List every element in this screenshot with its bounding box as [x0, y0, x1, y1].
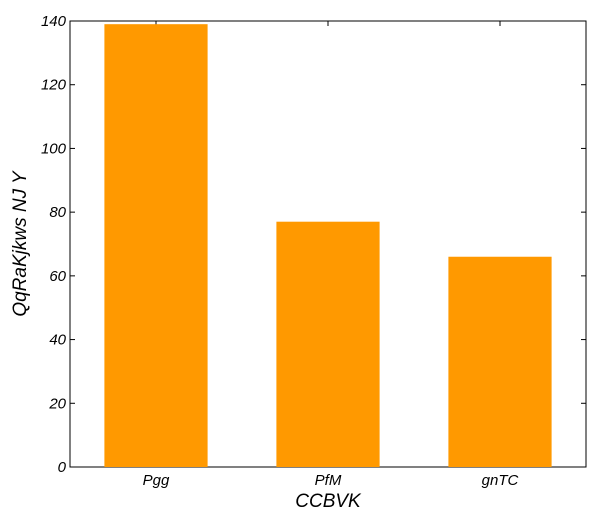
x-tick-label: gnTC	[482, 472, 519, 489]
bar-PfM	[276, 221, 380, 467]
x-tick-label: Pgg	[143, 472, 170, 489]
y-tick-label: 80	[49, 204, 66, 221]
bar-Pgg	[104, 24, 208, 467]
x-axis: Pgg PfM gnTC	[143, 21, 519, 489]
y-tick-label: 20	[48, 395, 66, 412]
bar-gnTC	[448, 256, 552, 467]
y-tick-label: 0	[58, 459, 67, 476]
y-tick-label: 140	[41, 13, 67, 30]
x-axis-title: CCBVK	[295, 491, 362, 512]
y-tick-label: 40	[49, 332, 66, 349]
x-tick-label: PfM	[315, 472, 342, 489]
y-tick-label: 120	[41, 77, 67, 94]
bars	[104, 24, 552, 467]
y-tick-label: 100	[41, 140, 67, 157]
y-axis: 0 20 40 60 80 100 120 140	[41, 13, 586, 476]
y-axis-title: QqRaKjkws NJ Y	[10, 170, 31, 317]
y-tick-label: 60	[49, 268, 66, 285]
